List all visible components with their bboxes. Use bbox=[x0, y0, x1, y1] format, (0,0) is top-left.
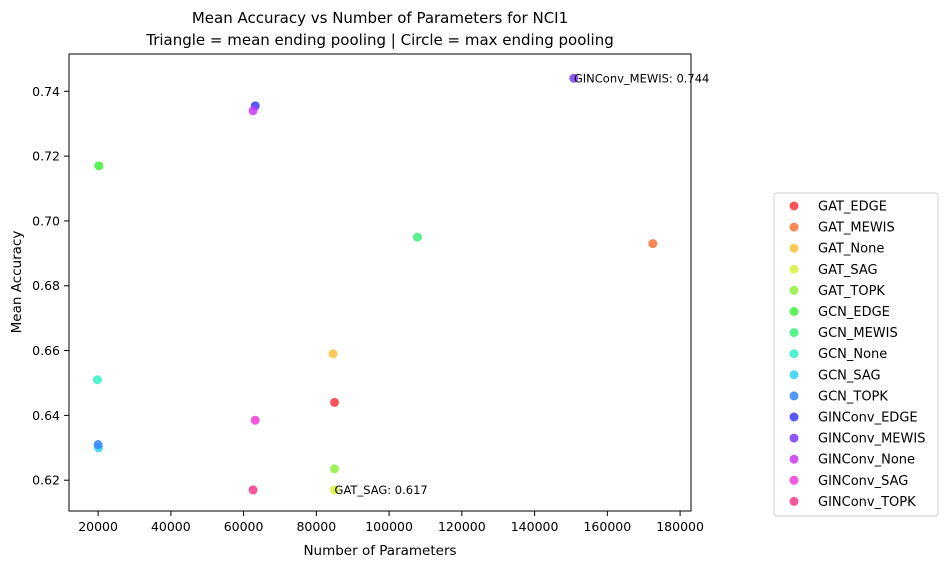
point-gcn-mewis bbox=[412, 232, 422, 242]
legend-label: GAT_EDGE bbox=[818, 200, 887, 215]
point-gat-none bbox=[328, 349, 338, 359]
legend-label: GCN_MEWIS bbox=[818, 326, 898, 341]
data-points bbox=[92, 73, 658, 495]
annotation-label: GINConv_MEWIS: 0.744 bbox=[574, 71, 710, 85]
x-tick-label: 180000 bbox=[656, 519, 704, 534]
y-tick-label: 0.74 bbox=[32, 84, 60, 99]
point-gat-sag bbox=[330, 485, 340, 495]
legend-label: GAT_TOPK bbox=[818, 284, 885, 299]
legend-marker bbox=[789, 328, 799, 338]
x-tick-label: 100000 bbox=[365, 519, 413, 534]
legend-marker bbox=[789, 370, 799, 380]
x-tick-label: 120000 bbox=[438, 519, 486, 534]
plot-area bbox=[68, 53, 692, 512]
y-tick-label: 0.70 bbox=[32, 213, 60, 228]
legend-frame bbox=[773, 192, 939, 517]
legend-marker bbox=[789, 264, 799, 274]
point-gat-mewis bbox=[648, 239, 658, 249]
x-tick-label: 80000 bbox=[296, 519, 336, 534]
legend-marker bbox=[789, 496, 799, 506]
x-tick-label: 20000 bbox=[78, 519, 118, 534]
legend-label: GCN_None bbox=[818, 347, 887, 362]
point-gcn-topk bbox=[93, 440, 103, 450]
annotation-label: GAT_SAG: 0.617 bbox=[335, 483, 428, 497]
y-tick-label: 0.64 bbox=[32, 408, 60, 423]
annotations: GINConv_MEWIS: 0.744 GAT_SAG: 0.617 bbox=[335, 71, 710, 497]
legend-marker bbox=[789, 391, 799, 401]
x-tick-label: 160000 bbox=[583, 519, 631, 534]
legend-marker bbox=[789, 454, 799, 464]
legend-marker bbox=[789, 201, 799, 211]
point-gcn-none bbox=[92, 375, 102, 385]
legend-label: GAT_SAG bbox=[818, 263, 878, 278]
legend-marker bbox=[789, 222, 799, 232]
y-tick-label: 0.72 bbox=[32, 149, 60, 164]
legend-label: GAT_None bbox=[818, 242, 884, 257]
legend-label: GINConv_SAG bbox=[818, 474, 908, 489]
legend-label: GINConv_TOPK bbox=[818, 495, 916, 510]
legend-marker bbox=[789, 285, 799, 295]
point-gcn-edge bbox=[94, 161, 104, 171]
x-tick-label: 60000 bbox=[224, 519, 264, 534]
x-tick-label: 40000 bbox=[151, 519, 191, 534]
y-tick-label: 0.62 bbox=[32, 473, 60, 488]
legend-label: GCN_EDGE bbox=[818, 305, 890, 320]
legend-marker bbox=[789, 307, 799, 316]
y-axis-label: Mean Accuracy bbox=[9, 231, 25, 334]
point-ginconv-none bbox=[248, 106, 258, 116]
legend-marker bbox=[789, 349, 799, 359]
chart-title-line1: Mean Accuracy vs Number of Parameters fo… bbox=[192, 9, 568, 27]
legend-label: GINConv_None bbox=[818, 453, 915, 468]
y-tick-label: 0.66 bbox=[32, 343, 60, 358]
chart-title-line2: Triangle = mean ending pooling | Circle … bbox=[145, 31, 614, 49]
x-axis: 20000 40000 60000 80000 100000 120000 140000 16… bbox=[78, 511, 704, 534]
legend-label: GCN_SAG bbox=[818, 368, 881, 383]
legend-label: GAT_MEWIS bbox=[818, 221, 895, 236]
legend: GAT_EDGE GAT_MEWIS GAT_None GAT_SAG GAT_TOPK… bbox=[773, 192, 939, 517]
x-tick-label: 140000 bbox=[511, 519, 559, 534]
point-ginconv-mewis bbox=[569, 73, 579, 83]
legend-label: GINConv_EDGE bbox=[818, 411, 918, 426]
point-gat-topk bbox=[330, 464, 340, 474]
point-ginconv-sag bbox=[250, 415, 260, 425]
legend-label: GCN_TOPK bbox=[818, 389, 888, 404]
legend-marker bbox=[789, 475, 799, 485]
point-gat-edge bbox=[330, 397, 340, 407]
y-axis: 0.62 0.64 0.66 0.68 0.70 0.72 0.74 bbox=[32, 84, 69, 488]
legend-marker bbox=[789, 412, 799, 422]
legend-label: GINConv_MEWIS bbox=[818, 432, 925, 447]
y-tick-label: 0.68 bbox=[32, 278, 60, 293]
point-ginconv-topk bbox=[248, 485, 258, 495]
legend-marker bbox=[789, 243, 799, 253]
legend-marker bbox=[789, 433, 799, 443]
x-axis-label: Number of Parameters bbox=[303, 543, 456, 559]
